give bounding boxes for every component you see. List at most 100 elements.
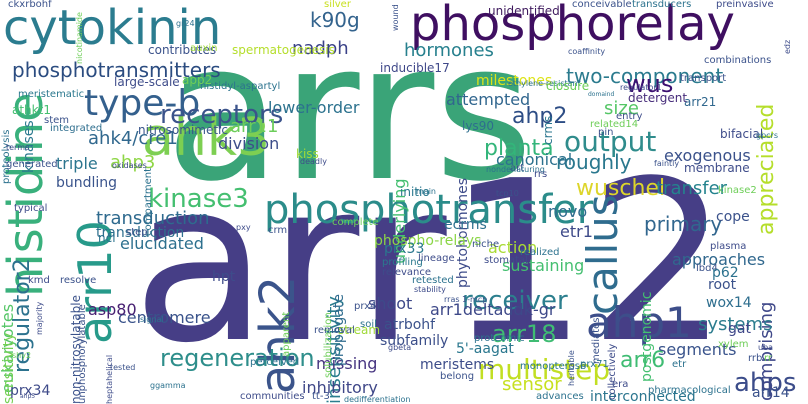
cloud-word: pin (598, 127, 614, 138)
cloud-word: lbd4 (696, 263, 718, 274)
cloud-word: output (564, 125, 657, 158)
cloud-word: rr (764, 353, 773, 364)
cloud-word: interconnected (590, 389, 696, 404)
cloud-word: wox14 (706, 295, 752, 311)
cloud-word: ecrms (444, 217, 487, 233)
cloud-word: cope (716, 209, 750, 225)
cloud-word: regeneration (160, 344, 315, 372)
cloud-word: hpt (212, 269, 236, 285)
cloud-word: etr1 (560, 222, 593, 241)
cloud-word: wus (626, 70, 674, 98)
cloud-word: wound (391, 4, 400, 31)
cloud-word: asp80 (88, 300, 137, 319)
cloud-word: communities (240, 391, 305, 402)
cloud-word: arr6 (620, 348, 666, 373)
cloud-word: deadly (300, 157, 327, 166)
cloud-word: ahp3 (110, 152, 156, 173)
cloud-word: milestones (476, 73, 553, 89)
cloud-word: heritable (567, 350, 576, 386)
cloud-word: crm (268, 225, 288, 236)
cloud-word: nicotinamide (75, 12, 84, 64)
cloud-word: planta (484, 136, 554, 161)
cloud-word: pxy (236, 223, 251, 232)
cloud-word: belong (440, 371, 475, 382)
cloud-word: main (416, 187, 436, 196)
cloud-word: arr1deltaddk-gr (430, 300, 556, 319)
cloud-word: triple (56, 154, 98, 173)
cloud-word: related14 (590, 119, 639, 130)
cloud-word: niche (472, 239, 500, 250)
cloud-word: xylem (718, 339, 749, 350)
cloud-word: pharmacological (648, 385, 731, 396)
cloud-word: large-scale (114, 75, 180, 89)
cloud-word: action (488, 238, 538, 257)
cloud-word: attempted (446, 90, 531, 109)
cloud-word: complete (332, 217, 379, 228)
cloud-word: nadph (292, 38, 349, 59)
cloud-word: type-b (84, 83, 201, 124)
cloud-word: shoot (368, 294, 413, 313)
cloud-word: histidyl-aspartyl (200, 81, 281, 92)
cloud-word: terms (6, 143, 30, 152)
cloud-word: advances (536, 391, 584, 402)
cloud-word: two-component (566, 64, 724, 88)
cloud-word: proteomic (474, 333, 525, 344)
cloud-word: ggamma (150, 381, 186, 390)
cloud-word: lineage (418, 253, 455, 264)
cloud-word: subfamily (380, 333, 449, 349)
cloud-word: stability (414, 285, 446, 294)
cloud-word: detergent (628, 91, 688, 105)
cloud-word: era (612, 379, 629, 390)
cloud-word: domaind (588, 91, 615, 98)
cloud-word: closure (546, 79, 590, 93)
cloud-word: spermatogenesis (232, 43, 335, 57)
cloud-word: elucidated (120, 234, 204, 253)
cloud-word: coaffinity (568, 47, 606, 56)
cloud-word: bundling (56, 175, 118, 191)
cloud-word: solubilization (323, 312, 334, 378)
cloud-word: approaches (672, 250, 766, 269)
cloud-word: retested (412, 275, 454, 286)
cloud-word: gpcrs (756, 131, 779, 140)
cloud-word: mediates (591, 317, 602, 364)
cloud-word: arr11 (230, 116, 279, 137)
cloud-word: arrs (165, 2, 534, 223)
cloud-word: realized (520, 247, 560, 258)
cloud-word: appreciated (754, 103, 779, 235)
cloud-word: unphosphorylatable (77, 304, 88, 404)
cloud-word: k90g (310, 8, 360, 32)
cloud-word: etr (672, 359, 687, 370)
cloud-word: phospho-relays (374, 233, 482, 249)
cloud-word: app2 (182, 73, 213, 87)
cloud-word: 5'-aagat (456, 341, 514, 357)
cloud-word: ahk2 (250, 275, 306, 394)
cloud-word: kiss (296, 147, 319, 161)
cloud-word: lys90 (462, 119, 494, 133)
cloud-word: removal (314, 325, 355, 336)
cloud-word: inducible17 (380, 61, 450, 75)
cloud-word: ahp1 (586, 298, 692, 347)
cloud-word: integrated (50, 123, 103, 134)
cloud-word: arr14 (752, 385, 790, 401)
cloud-word: bifacial (720, 127, 764, 141)
cloud-word: postgenomic (639, 291, 655, 382)
cloud-word: phosphotransmitters (12, 58, 221, 82)
cloud-word: tt-3 (312, 391, 330, 402)
cloud-word: roughly (556, 150, 632, 174)
cloud-word: profiling (382, 257, 423, 268)
cloud-word: ncl (98, 231, 116, 245)
cloud-word: plasma (710, 241, 747, 252)
cloud-word: kmd (28, 275, 50, 286)
cloud-word: ahk4/cre1 (88, 128, 178, 149)
cloud-word: prx34 (10, 383, 51, 399)
cloud-word: kinase3 (148, 184, 249, 214)
cloud-word: majority (35, 301, 44, 335)
cloud-word: tested (110, 363, 136, 372)
cloud-word: wuschel (576, 176, 666, 201)
cloud-word: atrbohf (384, 317, 436, 333)
cloud-word: lower-order (268, 98, 360, 117)
cloud-word: preinvasive (716, 0, 774, 10)
cloud-word: missing (316, 354, 378, 373)
cloud-word: rras 1-mcp (444, 295, 488, 304)
